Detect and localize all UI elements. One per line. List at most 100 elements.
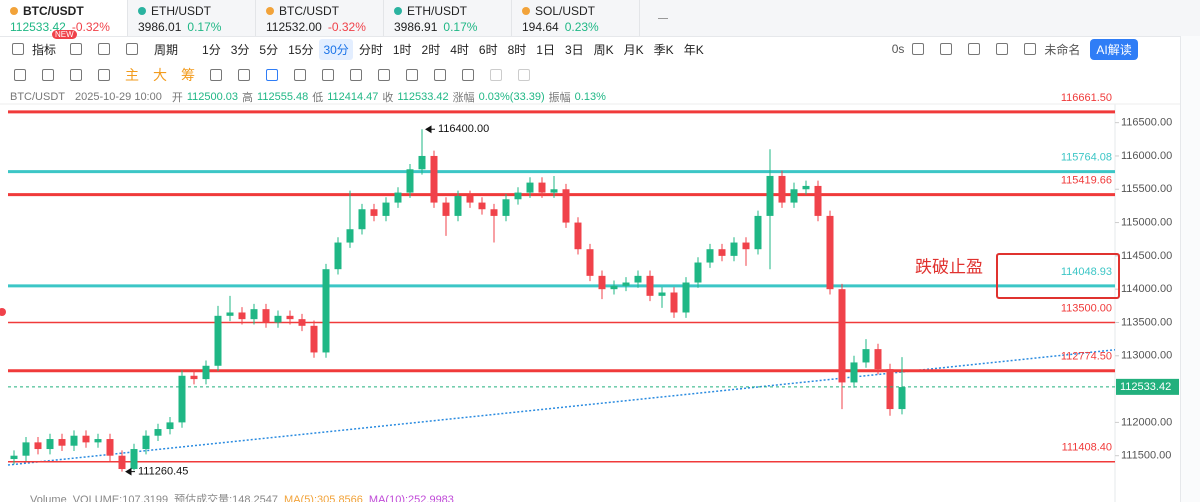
candle-body	[526, 182, 534, 193]
tab-title: BTC/USDT	[10, 3, 127, 18]
candle-body	[94, 439, 102, 443]
interval-button[interactable]: 分时	[358, 42, 383, 57]
candle-body	[718, 249, 726, 256]
interval-button[interactable]: 30分	[319, 38, 353, 60]
more-tool[interactable]	[98, 69, 110, 81]
tab-price: 112533.42	[10, 20, 66, 34]
candle-body	[82, 435, 90, 443]
current-price-box	[1116, 378, 1179, 395]
interval-button[interactable]: 15分	[288, 42, 314, 57]
tool-a[interactable]	[210, 69, 222, 81]
draw-tool[interactable]: 筹	[181, 67, 195, 83]
price-level-label: 114048.93	[1061, 266, 1112, 278]
draw-tool[interactable]: 大	[153, 67, 167, 83]
add-tab[interactable]	[658, 17, 668, 19]
tab-title: BTC/USDT	[266, 3, 383, 18]
interval-button[interactable]: 年K	[683, 42, 704, 57]
candle-body	[346, 229, 354, 243]
interval-button[interactable]: 4时	[450, 42, 469, 57]
tool-c[interactable]	[266, 69, 278, 81]
tool-e[interactable]	[322, 69, 334, 81]
redo[interactable]	[518, 69, 530, 81]
tab-price: 194.64	[522, 20, 559, 34]
tab[interactable]: SOL/USDT 194.64 0.23%	[512, 0, 640, 36]
tab-change: 0.17%	[187, 20, 222, 34]
interval-button[interactable]: 8时	[507, 42, 527, 57]
draw-tool-list: 主大筹	[118, 65, 202, 85]
info-label: 开	[171, 91, 183, 104]
pattern-tool[interactable]	[70, 69, 82, 81]
tab[interactable]: ETH/USDT 3986.01 0.17%	[128, 0, 256, 36]
tool-f[interactable]	[350, 69, 362, 81]
tool-i[interactable]	[434, 69, 446, 81]
tool-d[interactable]	[294, 69, 306, 81]
candle-body	[166, 422, 174, 430]
info-label: 振幅	[548, 91, 571, 104]
interval-list: 1分 3分 5分 15分 30分 分时 1时 2时 4时 6时 8时 1日 3日 周K 月K 季K 年K	[198, 38, 710, 60]
undo[interactable]	[490, 69, 502, 81]
more-icon[interactable]	[126, 43, 139, 55]
tab-quote: 112533.42 -0.32%	[10, 20, 127, 34]
tab-title: SOL/USDT	[522, 3, 639, 18]
interval-button[interactable]: 周K	[593, 42, 614, 57]
edit-icon[interactable]	[940, 43, 953, 55]
interval-button[interactable]: 月K	[623, 42, 644, 57]
grid-icon[interactable]	[98, 43, 111, 55]
coin-icon	[394, 6, 402, 15]
candle-body	[730, 242, 738, 256]
interval-button[interactable]: 1分	[202, 42, 221, 57]
price-level-label: 115764.08	[1061, 152, 1112, 164]
annotation-label: 116400.00	[438, 123, 489, 135]
info-value: 0.03%(33.39)	[478, 90, 545, 103]
candle-body	[766, 175, 774, 216]
tool-b[interactable]	[238, 69, 250, 81]
settings-icon[interactable]	[996, 43, 1009, 55]
interval-button[interactable]: 3分	[230, 42, 250, 57]
cursor-tool[interactable]	[42, 69, 54, 81]
tab[interactable]: ETH/USDT 3986.91 0.17%	[384, 0, 512, 36]
y-tick-label: 112000.00	[1121, 416, 1172, 428]
interval-button[interactable]: 5分	[259, 42, 279, 57]
candle-body	[886, 369, 894, 410]
tool-g[interactable]	[378, 69, 390, 81]
sidebar	[1180, 36, 1200, 502]
interval-button[interactable]: 1日	[536, 42, 555, 57]
volume-legend: Volume	[30, 494, 67, 502]
interval-button[interactable]: 3日	[564, 42, 584, 57]
indicator-icon[interactable]	[12, 43, 24, 55]
interval-button[interactable]: 1时	[392, 42, 412, 57]
candle-body	[586, 249, 594, 276]
volume-legend: MA(5):305.8566	[284, 494, 363, 502]
volume-legend: VOLUME:107.3199	[73, 494, 168, 502]
candle-body	[754, 215, 762, 250]
line-tool[interactable]	[14, 69, 26, 81]
candle-body	[622, 282, 630, 286]
y-tick-label: 116500.00	[1121, 117, 1172, 129]
interval-button[interactable]: 6时	[478, 42, 498, 57]
coin-icon	[138, 6, 146, 15]
draw-tool[interactable]: 主	[125, 67, 139, 83]
copy-icon[interactable]	[968, 43, 981, 55]
candle-body	[238, 312, 246, 320]
layout-icon[interactable]	[70, 43, 83, 55]
tool-h[interactable]	[406, 69, 418, 81]
interval-button[interactable]: 季K	[653, 42, 674, 57]
info-bar: BTC/USDT 2025-10-29 10:00 开 112500.03 高 112…	[0, 89, 1190, 104]
camera-icon[interactable]	[912, 43, 925, 55]
info-label: 涨幅	[452, 91, 475, 104]
interval-button[interactable]: 2时	[421, 42, 441, 57]
coin-icon	[522, 6, 530, 15]
coin-icon	[10, 6, 18, 15]
info-label: 低	[312, 91, 324, 104]
price-level-label: 111408.40	[1062, 442, 1112, 454]
tool-j[interactable]	[462, 69, 474, 81]
layout-name[interactable]: 未命名	[1044, 42, 1081, 57]
candle-body	[118, 455, 126, 470]
candle-body	[454, 195, 462, 216]
tab[interactable]: BTC/USDT 112532.00 -0.32%	[256, 0, 384, 36]
period-button[interactable]: 周期	[154, 42, 179, 57]
cloud-icon[interactable]	[1024, 43, 1037, 55]
candle-body	[682, 282, 690, 313]
indicator-button[interactable]: 指标	[32, 42, 57, 57]
ai-button[interactable]: AI解读	[1090, 38, 1138, 60]
